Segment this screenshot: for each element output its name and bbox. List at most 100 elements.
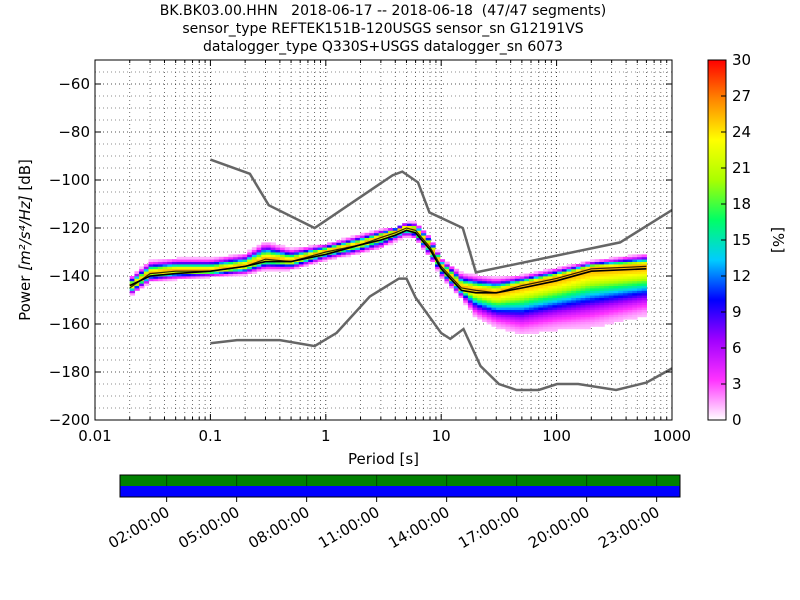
psd-cell xyxy=(622,300,629,303)
psd-cell xyxy=(275,256,281,260)
psd-cell xyxy=(411,228,417,231)
psd-cell xyxy=(533,328,539,332)
psd-cell xyxy=(599,312,605,315)
psd-cell xyxy=(308,261,314,265)
psd-cell xyxy=(519,321,525,325)
psd-cell xyxy=(458,283,464,286)
psd-cell xyxy=(265,247,272,250)
psd-cell xyxy=(369,235,375,238)
psd-cell xyxy=(580,295,586,298)
psd-cell xyxy=(590,268,596,272)
psd-cell xyxy=(641,314,647,318)
psd-cell xyxy=(538,300,544,303)
psd-cell xyxy=(599,292,605,296)
psd-cell xyxy=(270,254,276,258)
noise-model-high xyxy=(209,158,672,274)
psd-cell xyxy=(294,252,300,255)
psd-cell xyxy=(608,302,615,306)
psd-cell xyxy=(585,302,591,306)
psd-cell xyxy=(280,254,286,258)
psd-cell xyxy=(641,278,647,282)
psd-cell xyxy=(237,273,244,277)
timeline-frame xyxy=(119,474,681,498)
psd-cell xyxy=(247,261,253,265)
psd-cell xyxy=(528,292,535,296)
psd-cell xyxy=(594,259,601,262)
psd-cell xyxy=(604,276,610,279)
psd-cell xyxy=(575,283,582,286)
psd-cell xyxy=(561,280,568,284)
psd-cell xyxy=(143,271,150,274)
psd-cell xyxy=(641,256,647,260)
psd-cell xyxy=(237,268,244,272)
psd-cell xyxy=(256,264,262,267)
psd-cell xyxy=(627,304,633,308)
psd-cell xyxy=(575,316,582,320)
psd-cell xyxy=(373,235,380,238)
psd-cell xyxy=(500,280,507,284)
psd-cell xyxy=(552,288,558,291)
psd-cell xyxy=(425,249,431,253)
colorbar-tick-label: 12 xyxy=(732,267,751,285)
psd-cell xyxy=(538,273,544,277)
psd-cell xyxy=(157,264,164,267)
psd-cell xyxy=(312,259,319,262)
psd-cell xyxy=(519,314,525,318)
psd-cell xyxy=(514,328,521,332)
psd-cell xyxy=(632,276,638,279)
psd-cell xyxy=(134,285,140,289)
psd-cell xyxy=(373,232,380,236)
psd-cell xyxy=(491,319,497,322)
psd-cell xyxy=(604,314,610,318)
psd-cell xyxy=(514,280,521,284)
psd-cell xyxy=(594,266,601,270)
psd-cell xyxy=(247,266,253,270)
psd-cell xyxy=(599,300,605,303)
psd-cell xyxy=(186,264,192,267)
psd-cell xyxy=(524,292,530,296)
psd-cell xyxy=(172,273,178,277)
psd-cell xyxy=(200,276,206,279)
psd-cell xyxy=(613,309,619,313)
psd-cell xyxy=(242,266,248,270)
psd-cell xyxy=(233,254,239,258)
psd-cell xyxy=(392,230,399,234)
psd-cell xyxy=(627,261,633,265)
psd-cell xyxy=(571,309,577,313)
psd-cell xyxy=(153,264,159,267)
psd-cell xyxy=(139,266,145,270)
psd-cell xyxy=(256,256,262,260)
psd-cell xyxy=(265,256,272,260)
psd-cell xyxy=(566,292,572,296)
psd-cell xyxy=(472,288,478,291)
psd-cell xyxy=(500,324,507,327)
psd-cell xyxy=(519,283,525,286)
psd-cell xyxy=(575,312,582,315)
psd-cell xyxy=(336,244,342,248)
psd-cell xyxy=(561,324,568,327)
psd-cell xyxy=(209,259,215,262)
psd-cell xyxy=(472,290,478,294)
psd-cell xyxy=(359,240,366,243)
psd-cell xyxy=(350,240,356,243)
psd-cell xyxy=(561,266,568,270)
psd-cell xyxy=(632,304,638,308)
psd-cell xyxy=(547,309,554,313)
psd-cell xyxy=(233,264,239,267)
psd-cell xyxy=(416,228,422,231)
psd-cell xyxy=(510,304,516,308)
psd-cell xyxy=(463,285,469,289)
psd-cell xyxy=(519,280,525,284)
psd-cell xyxy=(524,309,530,313)
psd-cell xyxy=(585,276,591,279)
psd-cell xyxy=(359,232,366,236)
psd-cell xyxy=(284,256,291,260)
psd-cell xyxy=(190,268,197,272)
psd-cell xyxy=(637,288,643,291)
psd-cell xyxy=(303,252,309,255)
psd-cell xyxy=(505,324,511,327)
psd-cell xyxy=(153,278,159,282)
psd-cell xyxy=(209,273,215,277)
psd-cell xyxy=(547,297,554,301)
psd-cell xyxy=(420,242,427,246)
